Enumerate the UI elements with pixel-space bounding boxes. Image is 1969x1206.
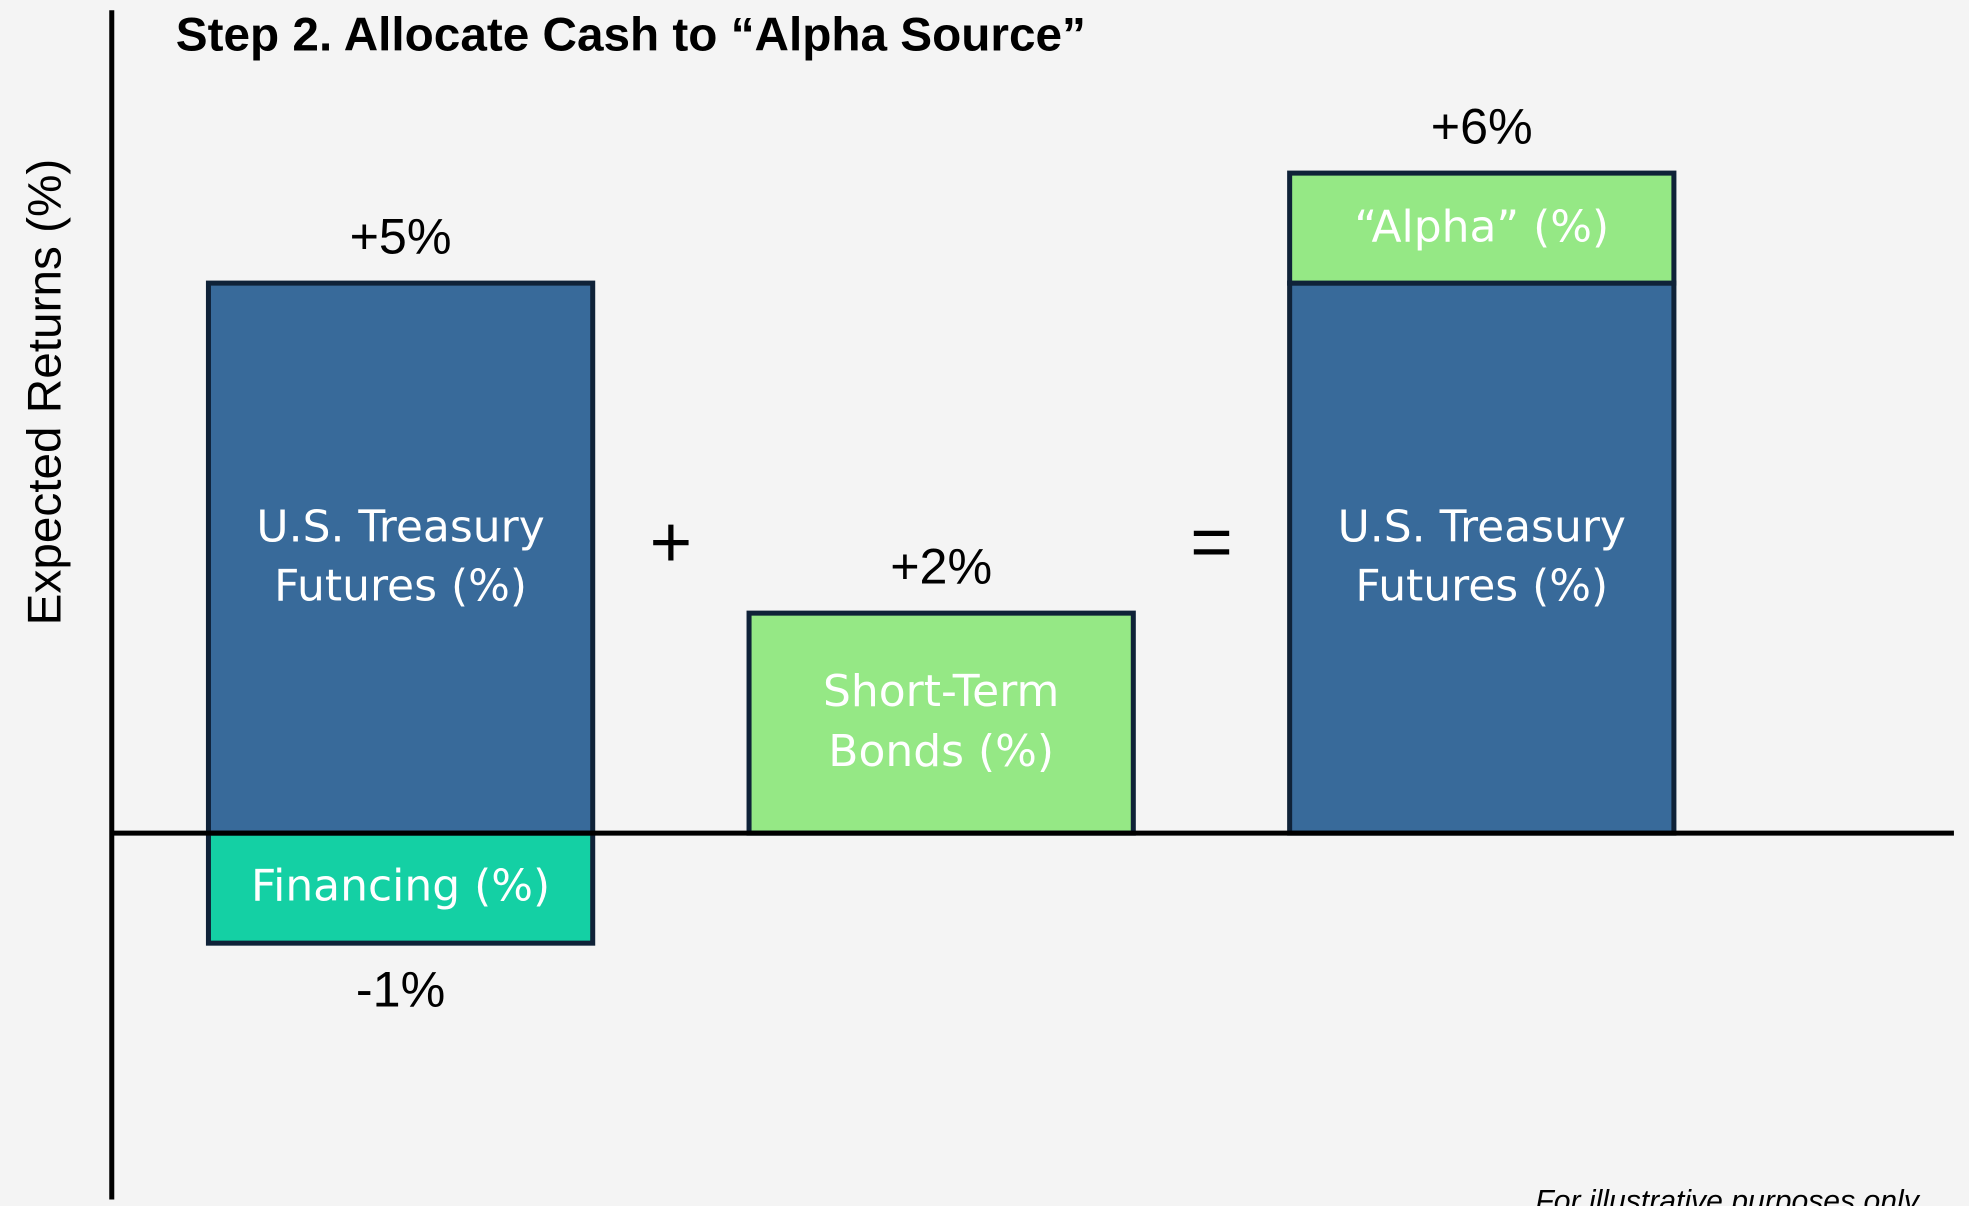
segment-label-box: Financing (%) — [251, 862, 551, 913]
bar-segment — [205, 830, 596, 946]
segment-label: U.S. Treasury Futures (%) — [1337, 502, 1626, 613]
segment-label: U.S. Treasury Futures (%) — [256, 502, 545, 613]
value-label: -1% — [356, 962, 445, 1018]
chart-title: Step 2. Allocate Cash to “Alpha Source” — [176, 9, 1086, 62]
total-label: +6% — [1431, 99, 1533, 155]
value-label: +2% — [890, 539, 992, 595]
note: For illustrative purposes only — [1535, 1185, 1920, 1206]
value-label: +5% — [350, 209, 452, 265]
segment-label-box: “Alpha” (%) — [1354, 202, 1610, 253]
bar-segment — [205, 280, 596, 836]
operator: + — [650, 502, 693, 583]
segment-label: Short-Term Bonds (%) — [823, 667, 1060, 778]
segment-label-box: Short-Term Bonds (%) — [823, 667, 1060, 778]
segment-label: Financing (%) — [251, 862, 551, 913]
segment-label: “Alpha” (%) — [1354, 202, 1610, 253]
bar-segment — [1287, 170, 1677, 286]
y-axis-label: Expected Returns (%) — [18, 159, 71, 626]
segment-label-box: U.S. Treasury Futures (%) — [256, 502, 545, 613]
segment-label-box: U.S. Treasury Futures (%) — [1337, 502, 1626, 613]
operator: = — [1190, 502, 1233, 583]
